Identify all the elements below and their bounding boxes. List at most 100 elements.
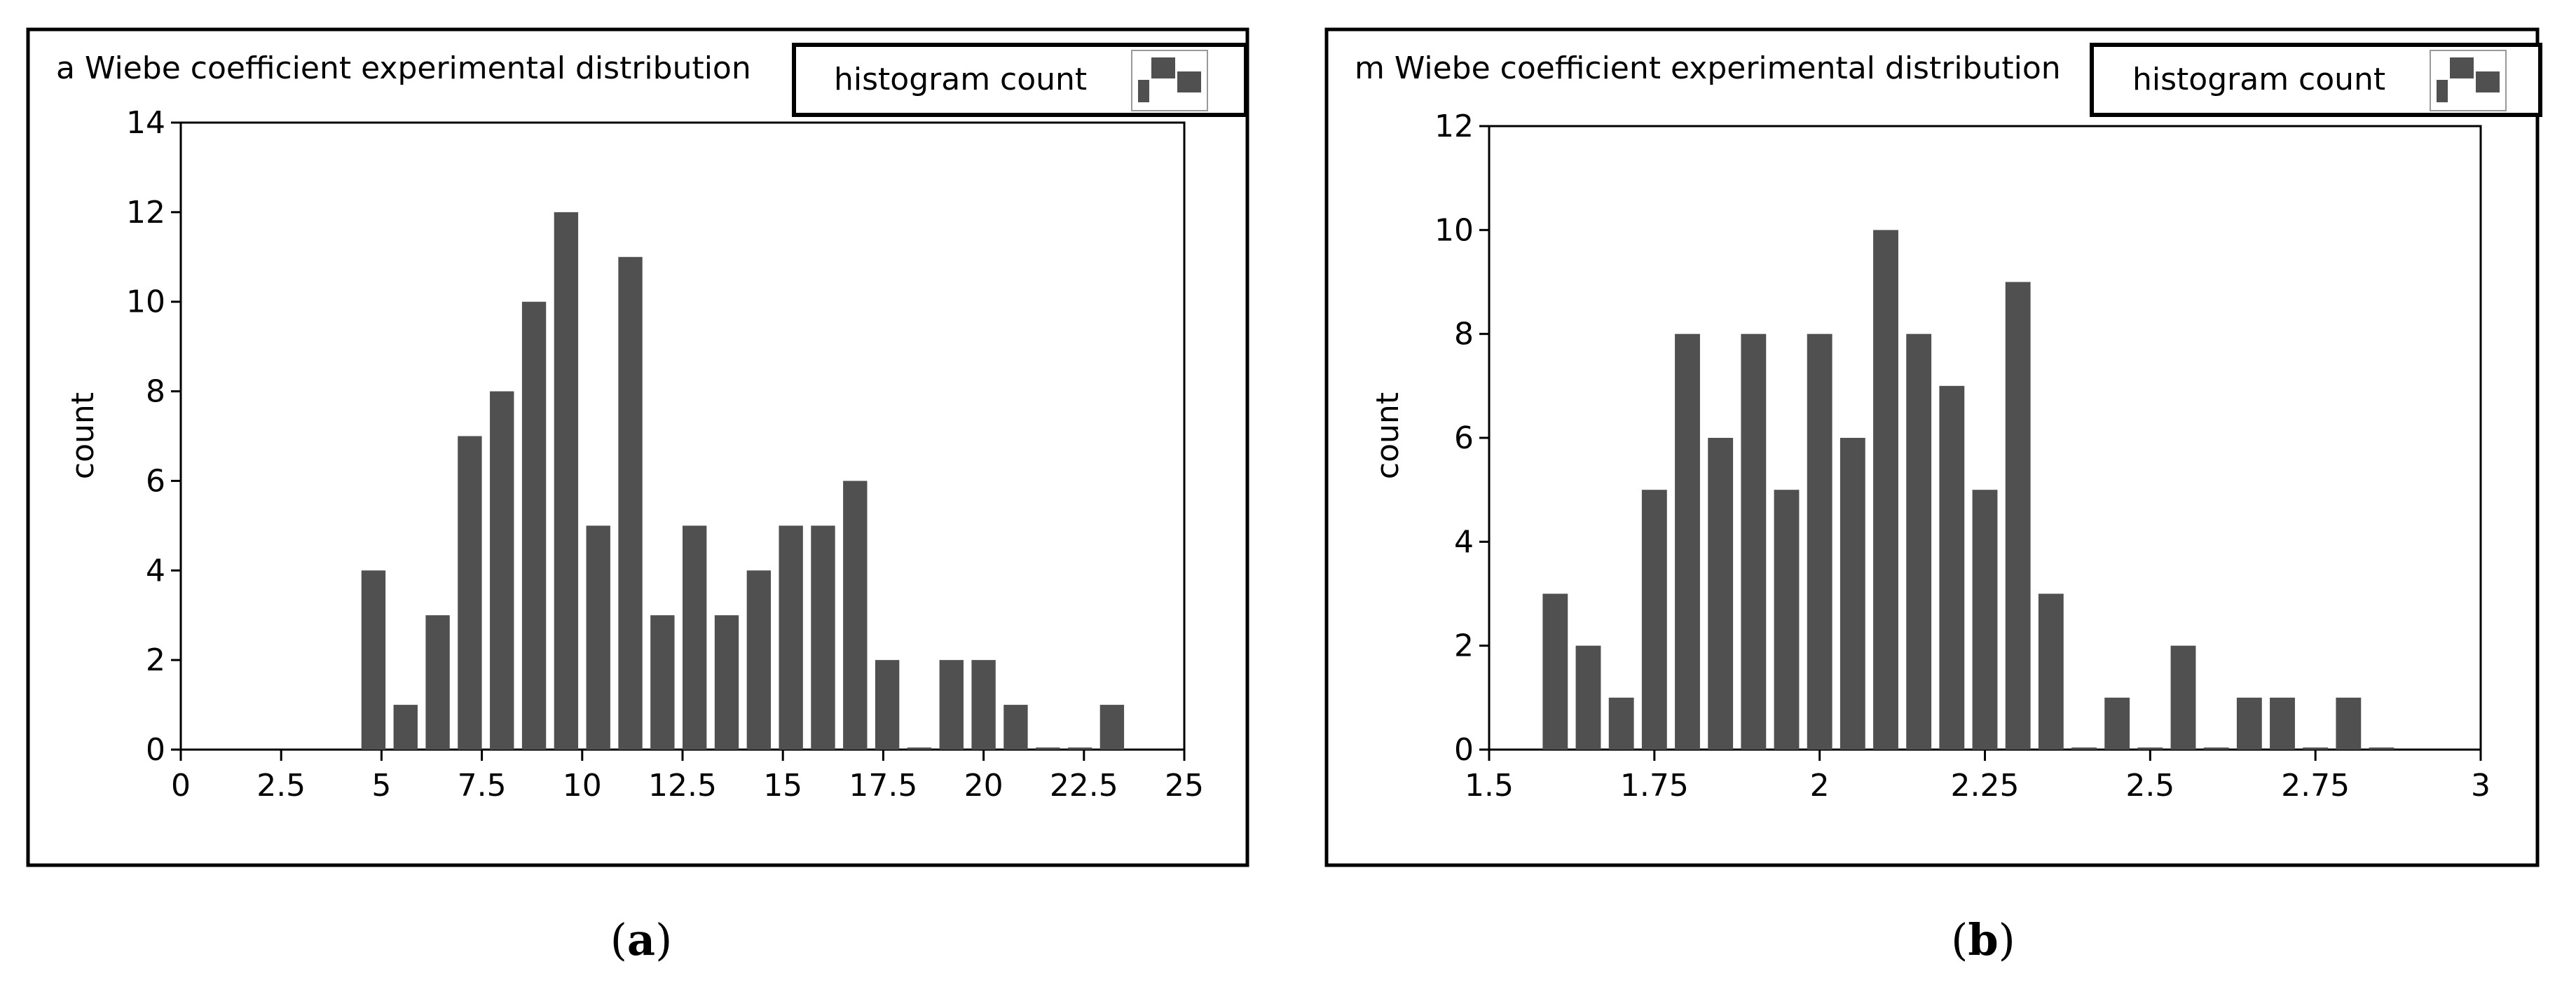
x-tick-label-a: 2.5 <box>256 768 306 804</box>
histogram-bar-b <box>2336 697 2362 750</box>
histogram-bar-b <box>2203 747 2229 750</box>
x-tick-label-a: 10 <box>563 768 602 804</box>
chart-marks-a: 0 2 4 6 8 10 12 14 0 2.5 5 7.5 10 12.5 15 17.5 20 22.5 25 <box>126 105 1204 804</box>
x-tick-label-b: 2 <box>1810 768 1830 804</box>
chart-panel-b: m Wiebe coefficient experimental distrib… <box>1324 27 2542 867</box>
histogram-bar-a <box>1067 747 1092 750</box>
histogram-bar-b <box>1675 333 1700 750</box>
y-tick-label-a: 12 <box>126 195 165 230</box>
y-tick-label-b: 0 <box>1454 732 1474 768</box>
x-tick-label-b: 2.5 <box>2125 768 2174 804</box>
x-tick-label-a: 22.5 <box>1050 768 1118 804</box>
histogram-bar-a <box>1003 705 1028 750</box>
histogram-bar-b <box>1608 697 1634 750</box>
panel-label-a: (a) <box>610 914 673 965</box>
x-tick-label-b: 2.25 <box>1951 768 2020 804</box>
histogram-bar-b <box>2236 697 2262 750</box>
histogram-bar-a <box>490 391 514 750</box>
histogram-bar-b <box>2137 747 2163 750</box>
histogram-bar-b <box>1939 385 1965 750</box>
y-tick-label-a: 4 <box>146 553 165 588</box>
x-tick-label-b: 2.75 <box>2281 768 2350 804</box>
y-tick-label-a: 2 <box>146 642 165 678</box>
histogram-bar-b <box>1641 490 1667 750</box>
y-tick-label-a: 14 <box>126 105 165 141</box>
histogram-bar-b <box>1542 593 1568 750</box>
legend-label-a: histogram count <box>834 62 1087 97</box>
histogram-bar-b <box>1839 438 1865 750</box>
histogram-bar-a <box>875 660 900 750</box>
y-tick-label-a: 0 <box>146 732 165 768</box>
histogram-bar-b <box>2071 747 2097 750</box>
histogram-bar-a <box>521 301 547 750</box>
histogram-bar-b <box>2038 593 2064 750</box>
y-tick-label-b: 2 <box>1454 628 1474 664</box>
histogram-bar-a <box>714 615 739 750</box>
x-tick-label-a: 5 <box>371 768 391 804</box>
histogram-bar-a <box>939 660 964 750</box>
x-tick-label-a: 25 <box>1165 768 1204 804</box>
histogram-bar-b <box>1708 438 1734 750</box>
histogram-icon <box>2430 50 2507 111</box>
histogram-bar-b <box>2270 697 2295 750</box>
histogram-bar-a <box>361 570 386 750</box>
histogram-bar-b <box>1741 333 1767 750</box>
histogram-bar-a <box>618 256 643 750</box>
chart-title-b: m Wiebe coefficient experimental distrib… <box>1355 50 2061 86</box>
y-tick-label-b: 8 <box>1454 317 1474 352</box>
y-tick-label-b: 4 <box>1454 524 1474 560</box>
histogram-bar-a <box>650 615 675 750</box>
x-tick-label-b: 1.75 <box>1620 768 1689 804</box>
histogram-bar-a <box>586 525 610 750</box>
chart-marks-b: 0 2 4 6 8 10 12 1.5 1.75 2 2.25 2.5 2.75 3 <box>1434 109 2491 804</box>
y-tick-label-a: 10 <box>126 284 165 320</box>
histogram-bar-a <box>458 436 482 750</box>
y-tick-label-b: 12 <box>1434 109 1474 144</box>
x-tick-label-a: 15 <box>763 768 802 804</box>
histogram-bar-a <box>1099 705 1125 750</box>
histogram-bar-b <box>1873 230 1898 750</box>
panel-label-b-letter: b <box>1968 914 1999 965</box>
histogram-bar-a <box>971 660 996 750</box>
histogram-bar-b <box>1807 333 1832 750</box>
x-tick-label-b: 3 <box>2471 768 2491 804</box>
x-tick-label-a: 17.5 <box>849 768 917 804</box>
x-tick-label-a: 12.5 <box>648 768 717 804</box>
histogram-bar-b <box>2104 697 2130 750</box>
panel-label-b: (b) <box>1951 914 2015 965</box>
histogram-bar-b <box>1575 645 1601 750</box>
y-tick-label-b: 10 <box>1434 212 1474 248</box>
histogram-bar-b <box>1906 333 1932 750</box>
histogram-bar-b <box>1972 490 1998 750</box>
histogram-bar-a <box>779 525 803 750</box>
histogram-bar-a <box>683 525 707 750</box>
histogram-bar-b <box>1774 490 1800 750</box>
y-tick-label-a: 6 <box>146 463 165 499</box>
histogram-bar-b <box>2170 645 2196 750</box>
legend-a[interactable]: histogram count <box>792 43 1248 117</box>
x-tick-label-a: 0 <box>171 768 191 804</box>
chart-frame-b <box>1324 27 2540 867</box>
legend-label-b: histogram count <box>2132 62 2385 97</box>
histogram-bar-a <box>425 615 450 750</box>
panel-label-a-letter: a <box>626 914 656 965</box>
histogram-bar-a <box>393 705 418 750</box>
histogram-bar-a <box>746 570 772 750</box>
histogram-bar-a <box>811 525 835 750</box>
histogram-icon <box>1131 50 1208 111</box>
histogram-bar-a <box>907 747 932 750</box>
chart-title-a: a Wiebe coefficient experimental distrib… <box>56 50 751 86</box>
histogram-bar-b <box>2005 282 2031 750</box>
histogram-bar-a <box>843 481 868 750</box>
x-tick-label-a: 7.5 <box>458 768 507 804</box>
histogram-bar-a <box>554 212 579 750</box>
y-tick-label-a: 8 <box>146 374 165 410</box>
histogram-bar-b <box>2369 747 2395 750</box>
histogram-bar-a <box>1036 747 1060 750</box>
y-tick-label-b: 6 <box>1454 420 1474 456</box>
y-axis-label-a: count <box>65 392 101 479</box>
x-tick-label-b: 1.5 <box>1465 768 1514 804</box>
legend-b[interactable]: histogram count <box>2090 43 2542 117</box>
y-axis-label-b: count <box>1370 392 1406 479</box>
